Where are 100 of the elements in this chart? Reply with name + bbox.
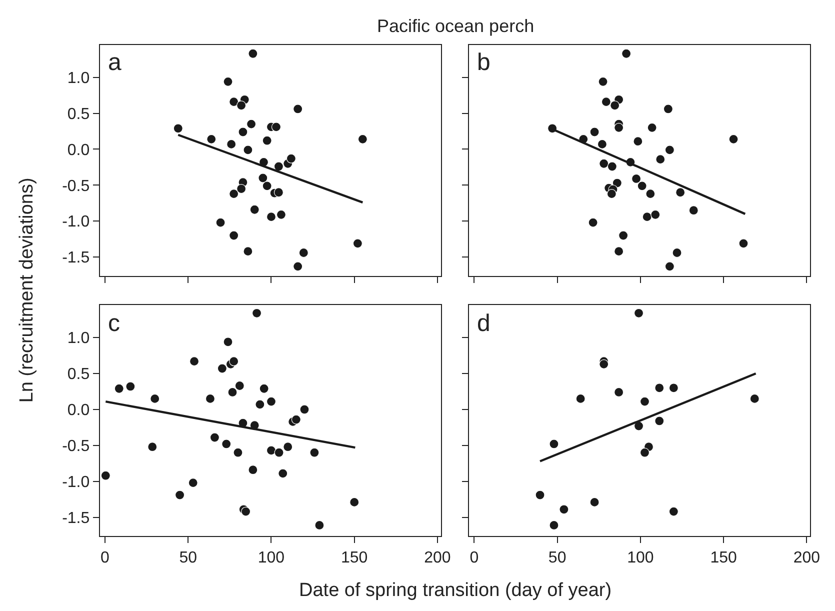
point [588, 218, 598, 228]
point [248, 48, 258, 58]
point [229, 189, 239, 199]
text: Pacific ocean perch [377, 16, 534, 36]
y-tick-label: 1.0 [67, 330, 90, 348]
point [252, 308, 262, 318]
point [210, 432, 220, 442]
point [599, 359, 609, 369]
point [672, 248, 682, 258]
point [274, 162, 284, 172]
point [298, 248, 308, 258]
point [300, 404, 310, 414]
point [663, 104, 673, 114]
chart-title: d [477, 310, 490, 337]
point [614, 246, 624, 256]
point [598, 76, 608, 86]
point [350, 497, 360, 508]
point [222, 439, 232, 449]
point [654, 383, 664, 393]
point [654, 416, 664, 426]
point [278, 468, 288, 478]
point [576, 394, 586, 404]
point [559, 504, 569, 514]
point [293, 262, 303, 272]
point [114, 384, 124, 394]
point [262, 136, 272, 146]
chart-title: b [477, 49, 490, 76]
point [266, 446, 276, 456]
point [175, 490, 185, 500]
point [310, 448, 320, 458]
point [668, 383, 678, 393]
point [238, 127, 248, 137]
y-tick-label: -1.0 [62, 474, 90, 491]
point [601, 96, 611, 107]
point [266, 396, 276, 406]
point [642, 212, 652, 222]
point [590, 127, 600, 137]
point [352, 238, 362, 248]
x-tick-label: 100 [258, 549, 285, 566]
point [276, 210, 286, 220]
point [258, 173, 268, 183]
point [664, 262, 674, 272]
point [283, 442, 293, 452]
point [293, 104, 303, 114]
point [255, 400, 265, 410]
point [640, 396, 650, 406]
point [173, 124, 183, 134]
point [549, 439, 559, 449]
y-tick-label: 0.5 [67, 366, 90, 384]
point [100, 470, 110, 480]
point [243, 145, 253, 155]
point [291, 414, 301, 424]
point [274, 188, 284, 198]
point [618, 230, 628, 240]
point [631, 174, 642, 184]
point [738, 238, 748, 248]
point [607, 162, 617, 172]
point [688, 206, 698, 216]
y-tick-label: 0.0 [67, 402, 90, 420]
point [606, 189, 616, 199]
x-tick-label: 150 [341, 549, 368, 566]
point [614, 122, 624, 132]
point [650, 210, 660, 220]
point [236, 184, 246, 194]
point [656, 154, 666, 164]
point [728, 134, 738, 144]
point [229, 230, 239, 240]
y-tick-label: 0.0 [67, 142, 90, 159]
point [640, 448, 650, 458]
point [241, 506, 251, 516]
point [274, 448, 284, 458]
x-tick-label: 50 [179, 549, 198, 566]
point [597, 139, 607, 150]
point [216, 218, 226, 228]
point [637, 181, 647, 191]
point [266, 212, 276, 222]
point [668, 506, 678, 516]
x-tick-label: 200 [793, 549, 820, 566]
point [217, 364, 227, 374]
point [590, 497, 600, 508]
point [599, 158, 609, 168]
point [223, 337, 233, 347]
point [236, 100, 246, 110]
y-axis-title: Ln (recruitment deviations) [16, 178, 38, 403]
point [271, 122, 282, 132]
point [286, 154, 296, 164]
point [229, 96, 239, 107]
point [229, 356, 239, 366]
point [358, 134, 368, 144]
point [148, 442, 158, 452]
point [664, 145, 674, 155]
point [250, 204, 260, 214]
y-tick-label: 0.5 [67, 106, 90, 123]
x-tick-label: 100 [627, 549, 654, 566]
point [206, 134, 216, 144]
point [226, 139, 236, 150]
chart-title: c [108, 310, 120, 337]
point [205, 394, 216, 404]
x-tick-label: 0 [470, 549, 479, 566]
chart-title: a [108, 49, 122, 76]
